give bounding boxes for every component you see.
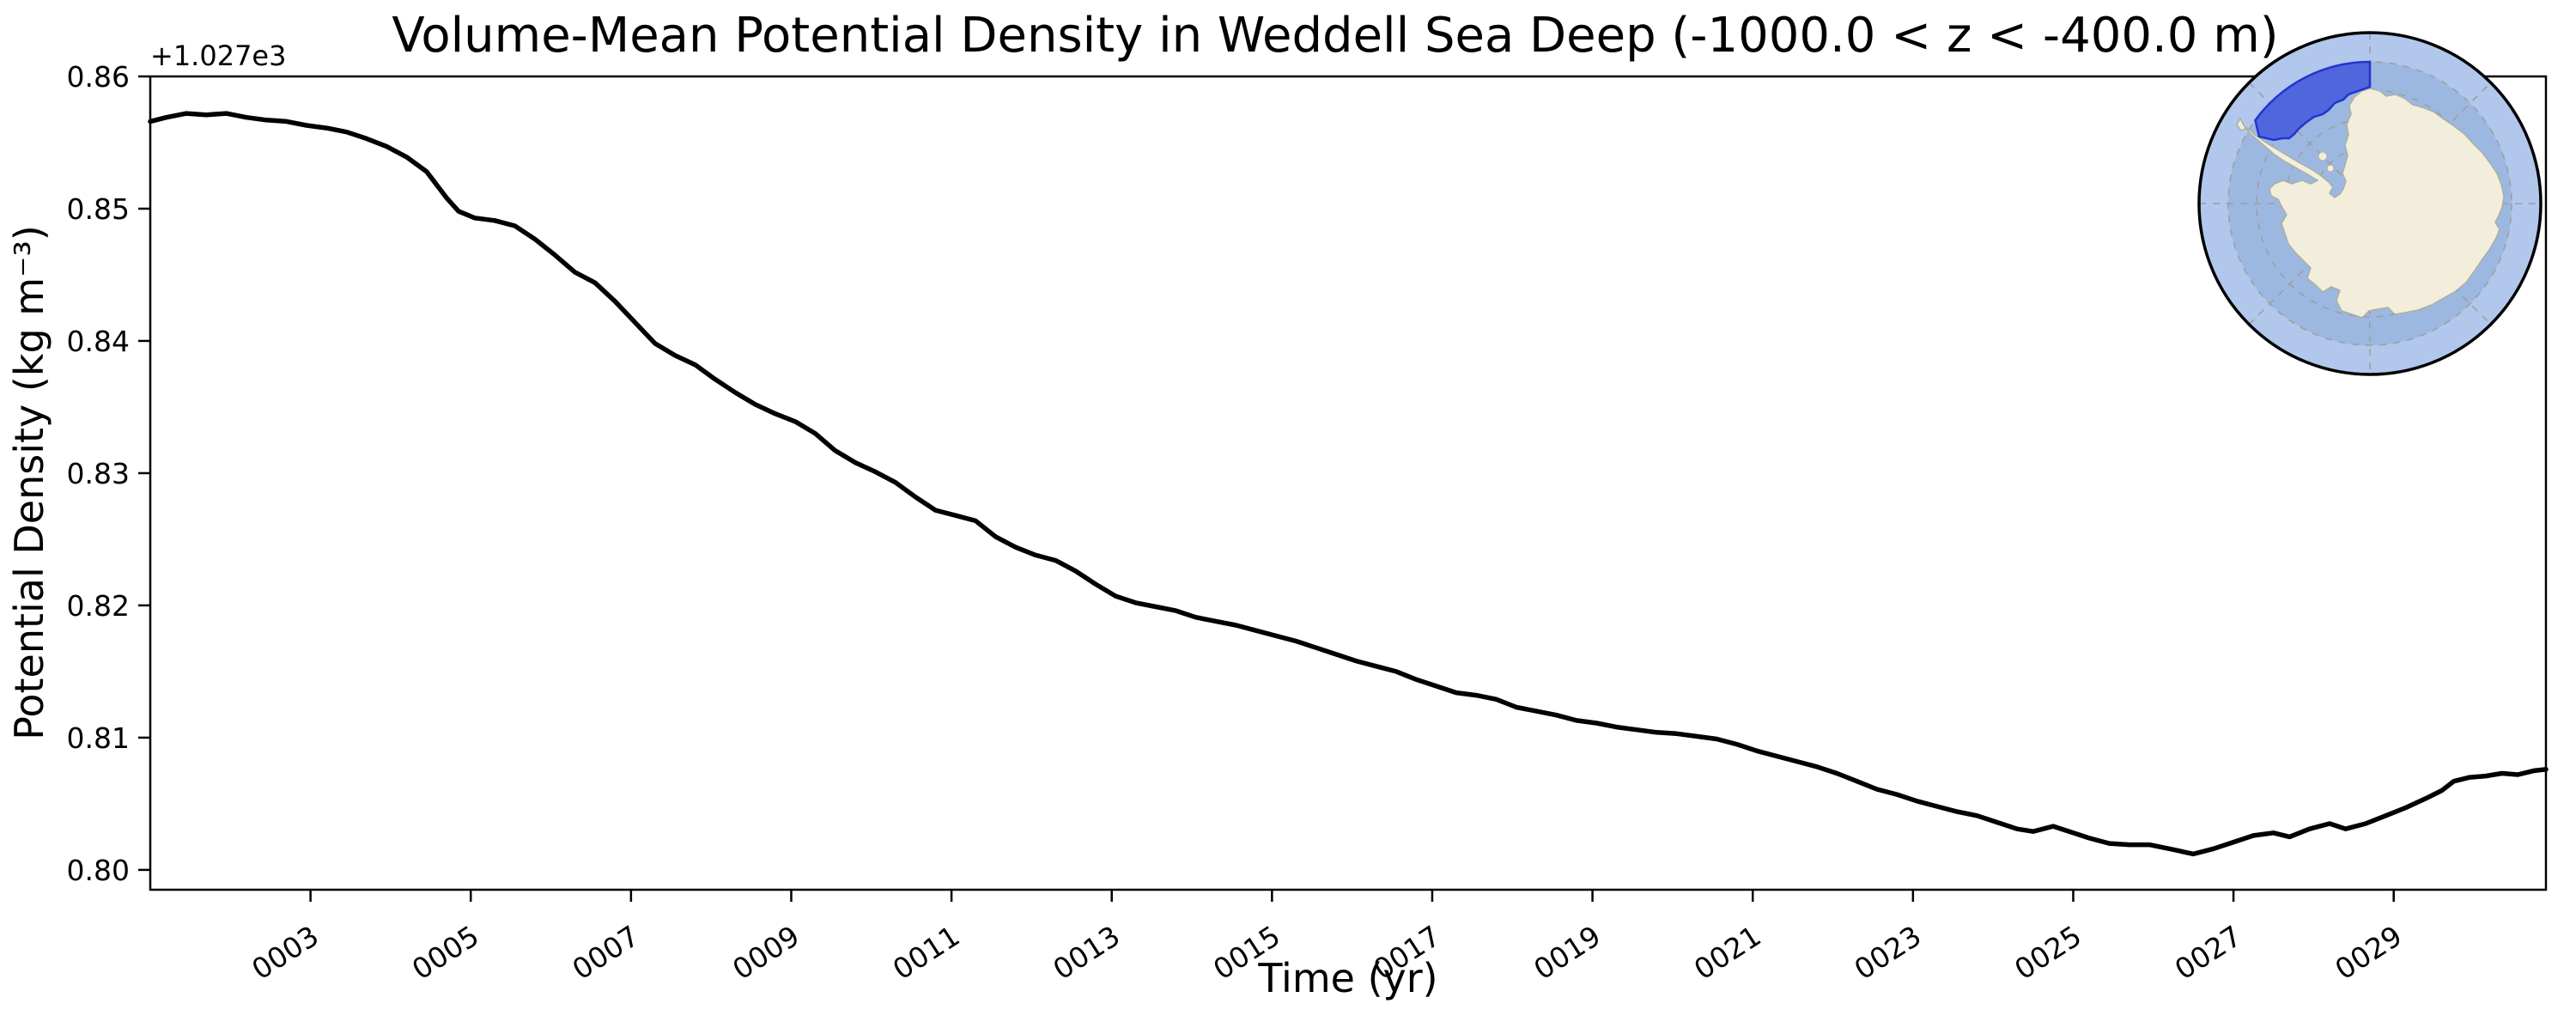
y-axis-offset-text: +1.027e3: [150, 40, 286, 72]
weddell-sea-highlight-region: [2254, 60, 2372, 142]
y-tick-label: 0.84: [67, 325, 130, 358]
x-tick-label: 0019: [1528, 919, 1607, 986]
x-tick-label: 0007: [567, 919, 646, 986]
plot-area-border: [149, 75, 2548, 891]
x-tick-label: 0023: [1849, 919, 1928, 986]
x-tick-label: 0025: [2008, 919, 2087, 986]
x-tick-label: 0027: [2169, 919, 2248, 986]
x-tick-label: 0003: [246, 919, 325, 986]
x-tick-label: 0011: [887, 919, 966, 986]
antarctica-inset-map: [2197, 31, 2543, 376]
map-island: [2318, 151, 2328, 161]
y-tick-label: 0.86: [67, 60, 130, 94]
x-tick-label: 0005: [406, 919, 485, 986]
antarctica-landmass: [2236, 88, 2505, 319]
y-tick-label: 0.80: [67, 854, 130, 887]
x-tick-label: 0009: [726, 919, 805, 986]
x-tick-label: 0013: [1047, 919, 1126, 986]
x-axis-label: Time (yr): [1257, 955, 1437, 1001]
y-tick-label: 0.83: [67, 457, 130, 490]
y-axis-label: Potential Density (kg m⁻³): [6, 225, 52, 740]
map-island: [2326, 164, 2335, 173]
y-tick-label: 0.82: [67, 589, 130, 623]
density-timeseries-line: [148, 111, 2549, 857]
y-axis-ticks: 0.86 0.85 0.84 0.83 0.82 0.81 0.80: [67, 60, 150, 887]
x-tick-label: 0029: [2329, 919, 2408, 986]
map-border-circle: [2197, 31, 2543, 376]
y-tick-label: 0.81: [67, 721, 130, 755]
y-tick-label: 0.85: [67, 192, 130, 226]
chart-title: Volume-Mean Potential Density in Weddell…: [392, 8, 2278, 64]
x-tick-label: 0021: [1688, 919, 1767, 986]
